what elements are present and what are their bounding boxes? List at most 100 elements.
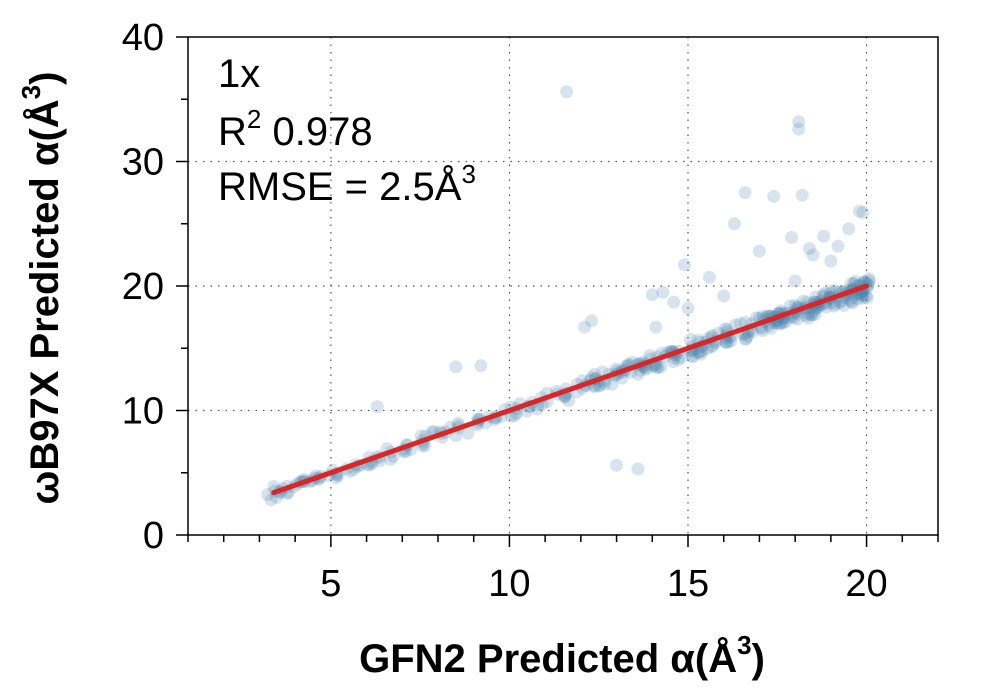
data-point bbox=[843, 293, 857, 307]
x-tick-label: 15 bbox=[667, 563, 709, 605]
data-point-outlier bbox=[785, 230, 799, 244]
data-point-outlier bbox=[702, 270, 716, 284]
data-point-outlier bbox=[631, 462, 645, 476]
data-point-outlier bbox=[788, 274, 802, 288]
annotation-r2-sup: 2 bbox=[247, 104, 261, 134]
data-point bbox=[833, 296, 847, 310]
annotation-r2: R2 0.978 bbox=[218, 104, 373, 154]
data-point-outlier bbox=[645, 288, 659, 302]
data-point bbox=[260, 487, 274, 501]
data-point bbox=[862, 272, 876, 286]
y-tick-label: 20 bbox=[122, 266, 164, 308]
data-point bbox=[654, 360, 668, 374]
data-point bbox=[651, 360, 665, 374]
data-point bbox=[837, 298, 851, 312]
data-point-outlier bbox=[474, 359, 488, 373]
annotation-rmse-text: RMSE = 2.5Å bbox=[218, 164, 462, 209]
data-point bbox=[531, 402, 545, 416]
fit-line-layer bbox=[271, 283, 870, 496]
data-point-outlier bbox=[817, 229, 831, 243]
data-point-outlier bbox=[370, 400, 384, 414]
annotation-r2-value: 0.978 bbox=[261, 110, 372, 154]
y-tick-label: 10 bbox=[122, 391, 164, 433]
data-point bbox=[461, 426, 475, 440]
data-point bbox=[631, 367, 645, 381]
axis-ticks bbox=[176, 36, 939, 547]
data-point bbox=[855, 289, 869, 303]
data-point bbox=[666, 355, 680, 369]
data-point bbox=[801, 311, 815, 325]
data-point bbox=[562, 394, 576, 408]
data-point-outlier bbox=[852, 204, 866, 218]
data-point bbox=[860, 291, 874, 305]
data-point bbox=[683, 333, 697, 347]
data-point bbox=[856, 291, 870, 305]
data-point bbox=[773, 317, 787, 331]
data-point bbox=[845, 296, 859, 310]
data-point bbox=[691, 346, 705, 360]
data-point-outlier bbox=[681, 301, 695, 315]
data-point bbox=[695, 344, 709, 358]
data-point-outlier bbox=[449, 360, 463, 374]
data-point-outlier bbox=[831, 239, 845, 253]
data-point-outlier bbox=[752, 244, 766, 258]
data-point-outlier bbox=[806, 248, 820, 262]
data-point-outlier bbox=[856, 206, 870, 220]
data-point bbox=[808, 307, 822, 321]
data-point bbox=[724, 334, 738, 348]
data-point-outlier bbox=[795, 188, 809, 202]
data-point-outlier bbox=[767, 189, 781, 203]
data-point-outlier bbox=[717, 289, 731, 303]
x-axis-title: GFN2 Predicted α(Å3) bbox=[359, 630, 765, 681]
data-point bbox=[778, 315, 792, 329]
data-point bbox=[828, 297, 842, 311]
data-point bbox=[805, 308, 819, 322]
y-axis-title-end: ) bbox=[23, 72, 67, 85]
data-point bbox=[859, 289, 873, 303]
data-point bbox=[756, 324, 770, 338]
data-point bbox=[384, 452, 398, 466]
y-axis-title-main: ωB97X Predicted α(Å bbox=[22, 99, 67, 504]
data-point bbox=[264, 493, 278, 507]
data-point bbox=[720, 336, 734, 350]
y-tick-label: 40 bbox=[122, 17, 164, 59]
data-point-outlier bbox=[842, 222, 856, 236]
data-point bbox=[650, 361, 664, 375]
data-point bbox=[845, 276, 859, 290]
x-axis-title-end: ) bbox=[752, 637, 765, 681]
data-point bbox=[801, 307, 815, 321]
y-tick-label: 30 bbox=[122, 142, 164, 184]
x-axis-title-main: GFN2 Predicted α(Å bbox=[359, 636, 737, 681]
data-point-outlier bbox=[649, 320, 663, 334]
annotation-rmse: RMSE = 2.5Å3 bbox=[218, 159, 476, 209]
x-tick-label: 20 bbox=[845, 563, 887, 605]
data-point-outlier bbox=[677, 258, 691, 272]
data-point bbox=[605, 377, 619, 391]
data-point-outlier bbox=[727, 217, 741, 231]
data-point bbox=[825, 284, 839, 298]
data-point bbox=[685, 349, 699, 363]
data-point-outlier bbox=[792, 122, 806, 136]
data-point-outlier bbox=[792, 115, 806, 129]
data-point bbox=[848, 274, 862, 288]
x-axis-title-sup: 3 bbox=[737, 630, 751, 660]
y-axis-title: ωB97X Predicted α(Å3) bbox=[16, 72, 67, 505]
data-point-outlier bbox=[802, 242, 816, 256]
data-point bbox=[776, 316, 790, 330]
data-point bbox=[672, 353, 686, 367]
tick-labels: 5 10 15 20 0 10 20 30 40 bbox=[122, 17, 888, 605]
data-point bbox=[851, 292, 865, 306]
data-point-outlier bbox=[656, 285, 670, 299]
annotation-1x: 1x bbox=[218, 52, 260, 96]
data-point bbox=[719, 335, 733, 349]
data-point-outlier bbox=[667, 295, 681, 309]
data-point-outlier bbox=[585, 314, 599, 328]
data-point bbox=[739, 332, 753, 346]
data-point bbox=[694, 347, 708, 361]
data-point bbox=[827, 299, 841, 313]
data-point-outlier bbox=[610, 458, 624, 472]
data-point-outlier bbox=[560, 85, 574, 99]
data-point bbox=[790, 312, 804, 326]
data-point bbox=[764, 321, 778, 335]
